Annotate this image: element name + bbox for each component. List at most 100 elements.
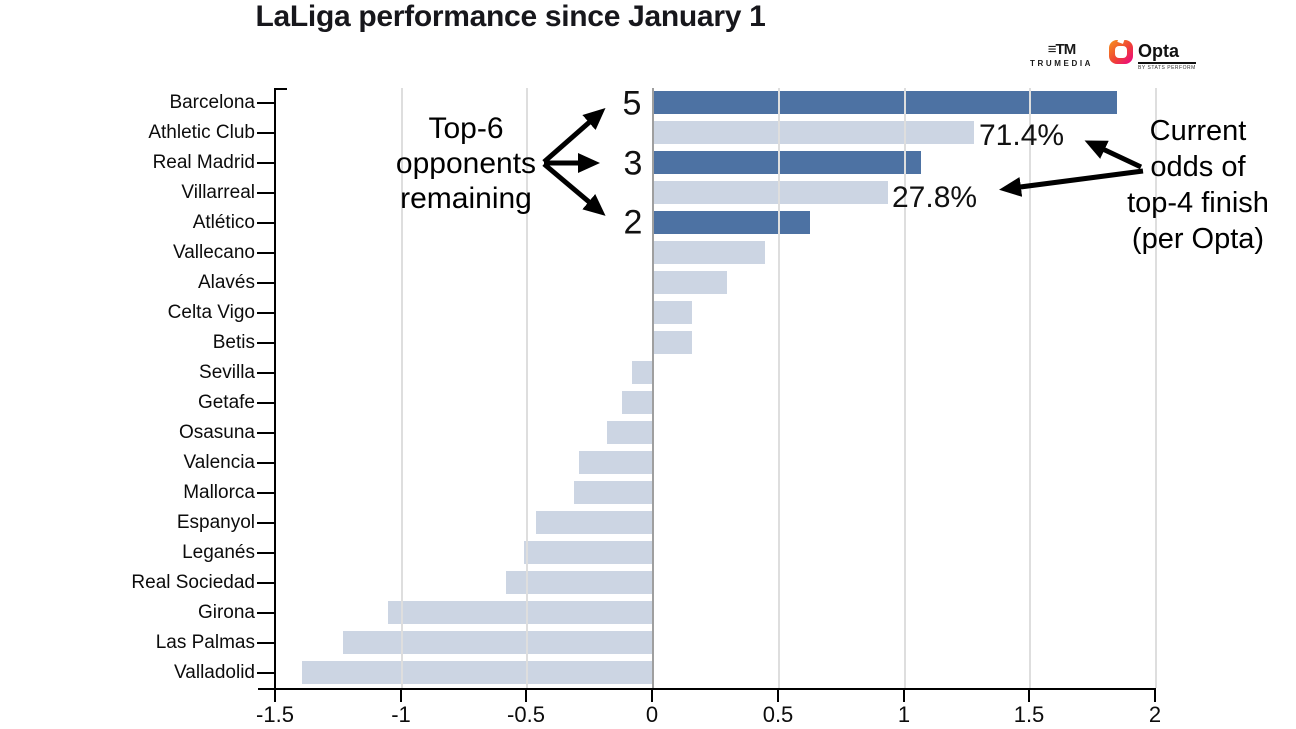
- x-axis-tick: [777, 688, 779, 702]
- y-axis-team-tick: [257, 342, 274, 344]
- annotation-line: Top-6: [428, 112, 504, 145]
- y-axis-team-tick: [257, 162, 274, 164]
- x-axis-tick-label: 2: [1148, 702, 1162, 727]
- gridline-x--0.5: [526, 88, 528, 688]
- y-axis-team-label: Celta Vigo: [167, 302, 255, 323]
- y-axis-team-label: Sevilla: [199, 362, 255, 383]
- bar-celta-vigo: [652, 301, 693, 324]
- y-axis-team-label: Betis: [212, 332, 255, 353]
- y-axis-team-tick: [257, 192, 274, 194]
- opta-wordmark: Opta: [1138, 40, 1196, 64]
- bar-vallecano: [652, 241, 766, 264]
- y-axis-team-tick: [257, 222, 274, 224]
- gridline-x-1: [904, 88, 906, 688]
- annotation-line: remaining: [400, 182, 532, 215]
- bar-sevilla: [631, 361, 652, 384]
- trumedia-icon: ≡TM: [1047, 40, 1076, 58]
- branding-area: ≡TM TRUMEDIA Opta BY STATS PERFORM: [1030, 36, 1200, 74]
- bar-atlético: [652, 211, 811, 234]
- bar-athletic-club: [652, 121, 974, 144]
- top6-count-real-madrid: 3: [623, 144, 643, 183]
- y-axis-team-tick: [257, 372, 274, 374]
- opta-ring-icon: [1109, 39, 1134, 64]
- bar-valencia: [579, 451, 652, 474]
- y-axis-team-tick: [257, 102, 274, 104]
- bar-villarreal: [652, 181, 889, 204]
- gridline-x-2: [1155, 88, 1157, 688]
- annotation-top4-odds: Current odds of top-4 finish (per Opta): [1108, 113, 1288, 257]
- trumedia-wordmark: TRUMEDIA: [1030, 58, 1094, 68]
- bar-leganés: [523, 541, 652, 564]
- y-axis-team-tick: [257, 132, 274, 134]
- y-axis-team-label: Vallecano: [172, 242, 255, 263]
- bar-girona: [387, 601, 652, 624]
- bar-las-palmas: [342, 631, 652, 654]
- bar-mallorca: [574, 481, 652, 504]
- y-axis-team-label: Valladolid: [174, 662, 255, 683]
- y-axis-team-label: Getafe: [197, 392, 255, 413]
- trumedia-logo: ≡TM TRUMEDIA: [1030, 40, 1094, 68]
- y-axis-top-cap: [274, 88, 287, 90]
- opta-logo: Opta BY STATS PERFORM: [1109, 39, 1196, 71]
- x-axis-tick: [525, 688, 527, 702]
- y-axis-team-label: Valencia: [183, 452, 255, 473]
- y-axis-team-label: Real Madrid: [152, 152, 255, 173]
- annotation-line: odds of: [1150, 151, 1246, 183]
- y-axis-team-label: Girona: [197, 602, 255, 623]
- top6-count-barcelona: 5: [622, 84, 642, 123]
- bar-alavés: [652, 271, 728, 294]
- x-axis-tick-label: 0: [645, 702, 659, 727]
- gridline-x-0: [652, 88, 654, 688]
- x-axis-tick-label: -0.5: [507, 702, 545, 727]
- y-axis-team-label: Espanyol: [176, 512, 255, 533]
- y-axis-team-label: Real Sociedad: [131, 572, 255, 593]
- y-axis-team-tick: [257, 282, 274, 284]
- y-axis-team-tick: [257, 492, 274, 494]
- y-axis-team-tick: [257, 582, 274, 584]
- odds-label-athletic: 71.4%: [979, 119, 1065, 152]
- bar-valladolid: [302, 661, 652, 684]
- x-axis-tick: [1154, 688, 1156, 702]
- y-axis-team-tick: [257, 462, 274, 464]
- top6-count-atletico: 2: [623, 203, 643, 242]
- bar-espanyol: [536, 511, 652, 534]
- y-axis-team-tick: [257, 312, 274, 314]
- y-axis-team-tick: [257, 672, 274, 674]
- x-axis-tick-label: -1: [391, 702, 411, 727]
- annotation-top6-remaining: Top-6 opponents remaining: [352, 111, 580, 216]
- gridline-x-0.5: [778, 88, 780, 688]
- y-axis-team-tick: [257, 402, 274, 404]
- y-axis-team-tick: [257, 552, 274, 554]
- y-axis-line: [274, 88, 276, 688]
- y-axis-team-label: Barcelona: [169, 92, 255, 113]
- gridline-x-1.5: [1029, 88, 1031, 688]
- x-axis-tick: [274, 688, 276, 702]
- x-axis-line: [258, 688, 1155, 690]
- y-axis-team-tick: [257, 252, 274, 254]
- y-axis-team-label: Alavés: [197, 272, 255, 293]
- y-axis-team-label: Villarreal: [181, 182, 255, 203]
- bar-osasuna: [606, 421, 652, 444]
- bar-barcelona: [652, 91, 1118, 114]
- opta-subtext: BY STATS PERFORM: [1138, 64, 1196, 71]
- annotation-line: (per Opta): [1131, 223, 1265, 255]
- x-axis-tick: [651, 688, 653, 702]
- y-axis-team-label: Atlético: [192, 212, 255, 233]
- x-axis-tick: [1028, 688, 1030, 702]
- y-axis-team-tick: [257, 432, 274, 434]
- x-axis-tick-label: -1.5: [256, 702, 294, 727]
- y-axis-team-label: Las Palmas: [155, 632, 255, 653]
- gridline-x--1: [401, 88, 403, 688]
- bar-real-sociedad: [506, 571, 652, 594]
- x-axis-tick: [400, 688, 402, 702]
- odds-label-villarreal: 27.8%: [892, 181, 978, 214]
- y-axis-team-tick: [257, 522, 274, 524]
- y-axis-team-label: Athletic Club: [148, 122, 255, 143]
- y-axis-team-label: Osasuna: [178, 422, 255, 443]
- y-axis-team-label: Leganés: [182, 542, 255, 563]
- bar-real-madrid: [652, 151, 922, 174]
- bar-getafe: [621, 391, 652, 414]
- y-axis-team-label: Mallorca: [183, 482, 255, 503]
